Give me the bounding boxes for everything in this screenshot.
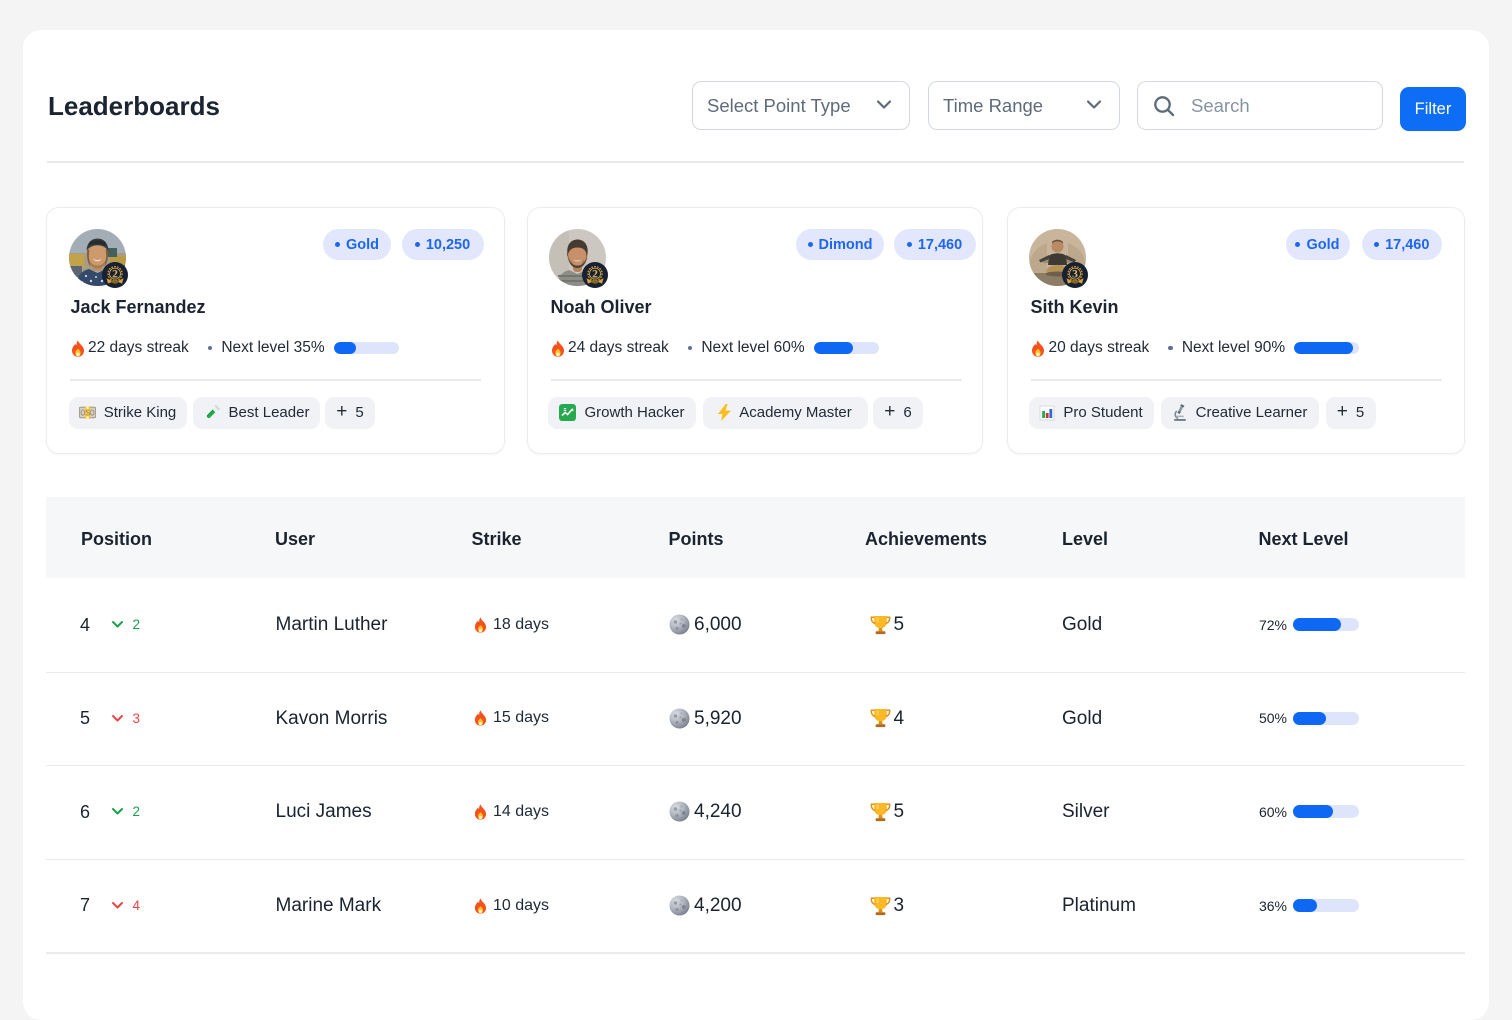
svg-text:$: $	[85, 408, 90, 418]
svg-text:2: 2	[112, 268, 118, 280]
svg-text:3: 3	[1072, 268, 1078, 280]
svg-text:2: 2	[592, 268, 598, 280]
